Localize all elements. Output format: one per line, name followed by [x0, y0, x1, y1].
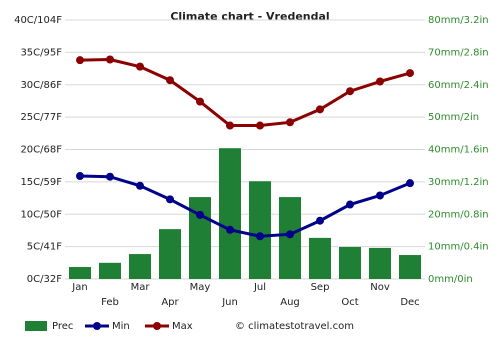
line [79, 57, 411, 128]
y-tick-label: 25C/77F [20, 112, 62, 123]
y2-tick-label: 0mm/0in [428, 274, 473, 285]
bar [339, 246, 361, 279]
x-tick-label: Mar [131, 282, 151, 293]
point [166, 195, 174, 204]
point [136, 181, 144, 190]
legend-swatch [153, 322, 161, 330]
x-tick-label: Jul [253, 282, 266, 293]
y2-tick-label: 20mm/0.8in [428, 209, 489, 220]
point [106, 172, 114, 181]
point [76, 56, 84, 65]
y2-tick-label: 60mm/2.4in [428, 80, 489, 91]
point [406, 69, 414, 78]
bar [219, 148, 241, 279]
point [346, 87, 354, 96]
x-tick-label: Jan [71, 282, 87, 293]
x-tick-label: Feb [101, 297, 119, 308]
y-tick-label: 0C/32F [27, 274, 62, 285]
bar [99, 262, 121, 279]
legend-label: Prec [52, 321, 73, 332]
point [226, 225, 234, 234]
y-tick-label: 40C/104F [14, 15, 62, 26]
bar [129, 254, 151, 279]
legend-swatch [25, 321, 47, 331]
chart-title: Climate chart - Vredendal [170, 10, 329, 23]
x-tick-label: Apr [161, 297, 179, 308]
x-tick-label: Oct [341, 297, 358, 308]
point [286, 230, 294, 239]
point [106, 55, 114, 64]
y2-tick-label: 30mm/1.2in [428, 177, 489, 188]
watermark: © climatestotravel.com [235, 321, 354, 332]
x-tick-label: Jun [221, 297, 238, 308]
y-tick-label: 20C/68F [20, 145, 62, 156]
bar [69, 267, 91, 279]
y-tick-label: 5C/41F [27, 242, 62, 253]
x-tick-label: Aug [280, 297, 300, 308]
bar [399, 255, 421, 279]
y2-tick-label: 80mm/3.2in [428, 15, 489, 26]
y2-tick-label: 70mm/2.8in [428, 47, 489, 58]
bar [159, 229, 181, 279]
point [196, 97, 204, 106]
y2-tick-label: 40mm/1.6in [428, 145, 489, 156]
bar [309, 237, 331, 279]
point [256, 232, 264, 241]
bar [369, 247, 391, 279]
point [346, 200, 354, 209]
x-tick-label: May [190, 282, 211, 293]
point [316, 105, 324, 114]
y2-tick-label: 50mm/2in [428, 112, 479, 123]
point [196, 210, 204, 219]
legend-swatch [93, 322, 101, 330]
x-tick-label: Nov [370, 282, 390, 293]
point [256, 121, 264, 130]
point [316, 216, 324, 225]
point [376, 191, 384, 200]
y-tick-label: 30C/86F [20, 80, 62, 91]
y-tick-label: 10C/50F [20, 209, 62, 220]
bar [249, 181, 271, 279]
line [79, 174, 411, 238]
point [376, 77, 384, 86]
point [166, 76, 174, 85]
y2-tick-label: 10mm/0.4in [428, 242, 489, 253]
x-tick-label: Sep [311, 282, 330, 293]
point [76, 172, 84, 181]
legend-label: Min [112, 321, 130, 332]
point [406, 179, 414, 188]
x-tick-label: Dec [400, 297, 419, 308]
y-tick-label: 15C/59F [20, 177, 62, 188]
point [226, 121, 234, 130]
legend-label: Max [172, 321, 193, 332]
point [136, 62, 144, 71]
point [286, 118, 294, 127]
y-tick-label: 35C/95F [20, 47, 62, 58]
